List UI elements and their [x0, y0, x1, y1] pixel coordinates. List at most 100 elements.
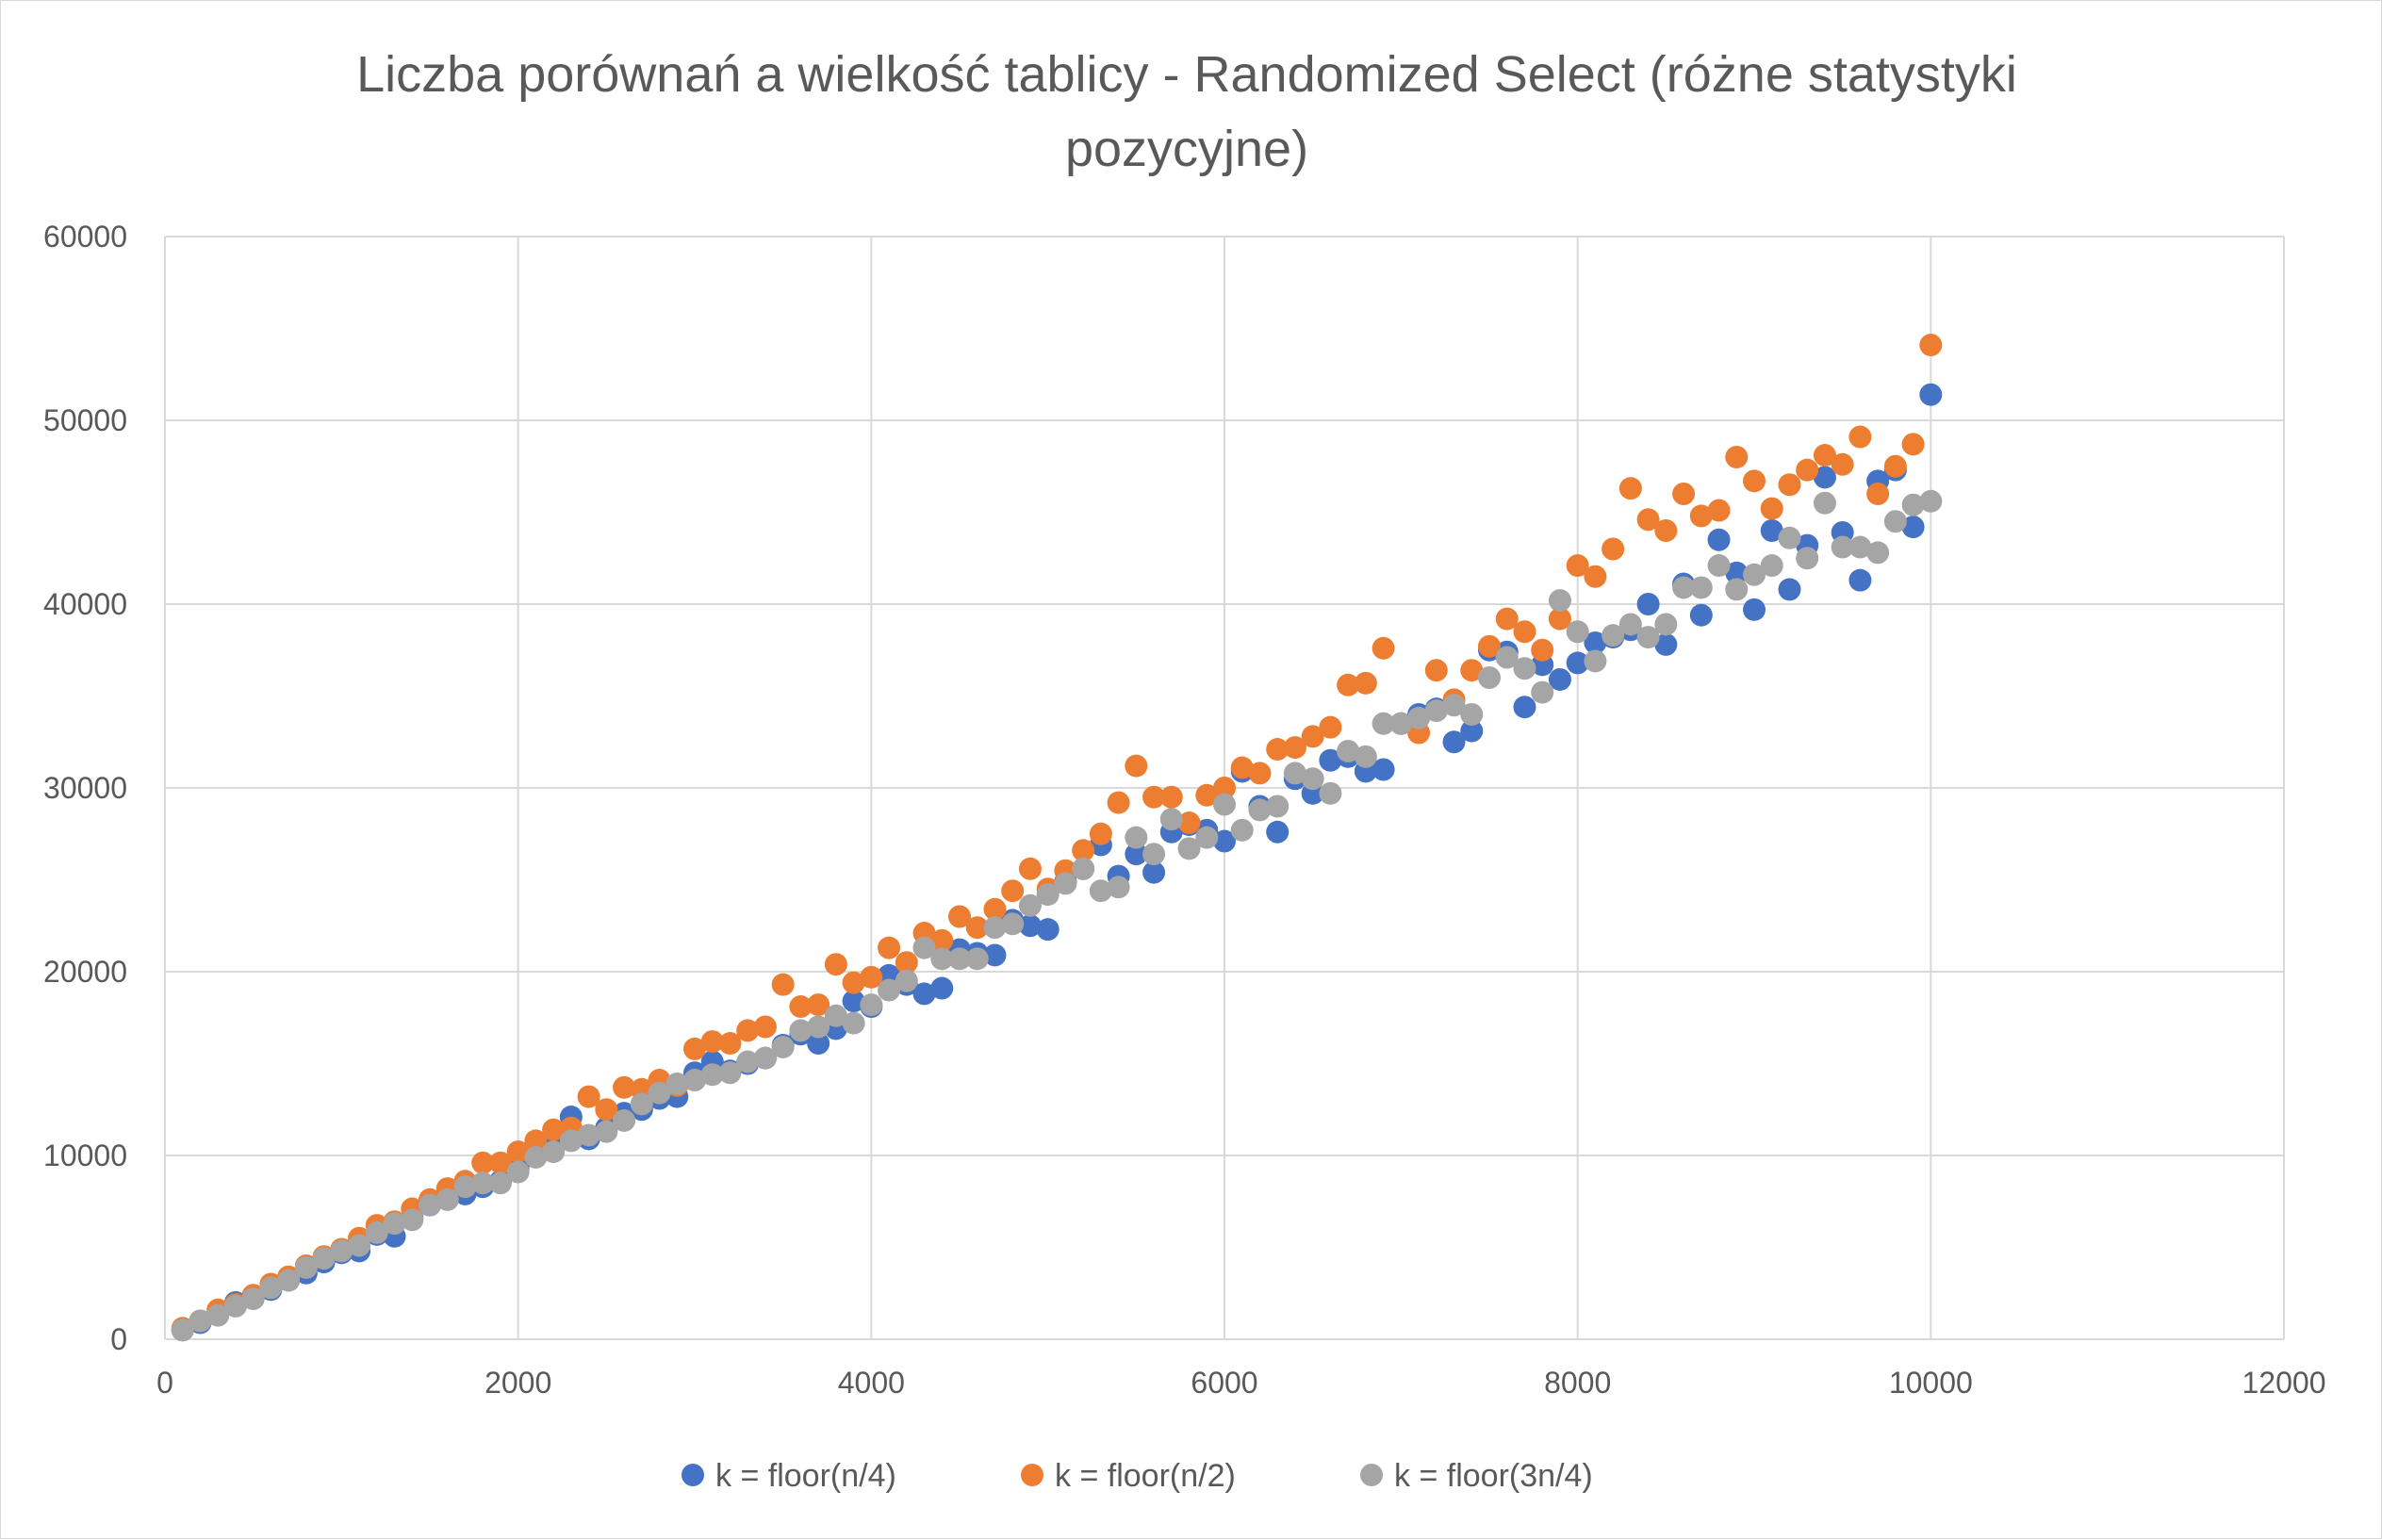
data-point: [878, 978, 901, 1002]
data-point: [1125, 843, 1148, 866]
data-point: [1566, 554, 1589, 578]
data-point: [1636, 626, 1660, 649]
data-point: [895, 951, 918, 975]
data-point: [1372, 758, 1395, 781]
data-point: [700, 1063, 724, 1087]
data-point: [1689, 603, 1713, 627]
data-point: [1866, 541, 1890, 565]
y-tick-label: 50000: [43, 403, 127, 437]
data-point: [613, 1075, 636, 1099]
data-point: [189, 1309, 212, 1333]
data-point: [1495, 607, 1519, 631]
legend-item-3[interactable]: k = floor(3n/4): [1360, 1458, 1593, 1494]
data-point: [1584, 631, 1607, 654]
data-point: [948, 947, 971, 971]
data-point: [542, 1118, 566, 1141]
data-point: [789, 1019, 813, 1042]
data-point: [983, 916, 1007, 940]
data-point: [1796, 547, 1819, 570]
data-point: [1089, 879, 1112, 903]
data-point: [1901, 433, 1925, 456]
data-point: [1266, 795, 1290, 818]
data-point: [1831, 452, 1854, 476]
data-point: [1424, 659, 1448, 682]
data-point: [453, 1175, 477, 1199]
data-point: [1195, 783, 1219, 807]
data-point: [1460, 659, 1484, 682]
data-point: [878, 936, 901, 959]
data-point: [1813, 466, 1836, 489]
data-point: [1159, 808, 1183, 831]
x-tick-label: 10000: [1889, 1366, 1973, 1400]
data-point: [1478, 634, 1501, 658]
data-point: [1089, 822, 1112, 845]
data-point: [1513, 696, 1536, 719]
data-point: [1778, 578, 1801, 601]
data-point: [1230, 818, 1254, 842]
data-point: [1513, 657, 1536, 680]
data-point: [1495, 646, 1519, 669]
data-point: [1195, 826, 1219, 849]
data-point: [506, 1160, 530, 1184]
data-point: [1778, 526, 1801, 549]
y-tick-label: 60000: [43, 220, 127, 254]
data-point: [1531, 680, 1554, 704]
data-point: [294, 1255, 318, 1279]
data-point: [1460, 703, 1484, 726]
data-point: [824, 1004, 847, 1027]
x-tick-label: 0: [156, 1366, 173, 1400]
data-point: [1389, 712, 1413, 735]
data-point: [435, 1188, 459, 1211]
data-point: [1778, 473, 1801, 497]
data-point: [1407, 706, 1431, 729]
gridlines: [164, 236, 2285, 1340]
data-point: [1372, 636, 1395, 660]
legend-item-2[interactable]: k = floor(n/2): [1021, 1458, 1236, 1494]
data-point: [1442, 694, 1466, 717]
data-point: [683, 1069, 706, 1092]
data-point: [488, 1151, 512, 1174]
data-point: [1230, 756, 1254, 779]
x-tick-label: 8000: [1544, 1366, 1611, 1400]
data-point: [1760, 497, 1783, 520]
data-point: [1602, 537, 1625, 561]
data-point: [965, 947, 989, 971]
data-point: [1919, 383, 1943, 406]
legend[interactable]: k = floor(n/4) k = floor(n/2) k = floor(3n…: [682, 1458, 1593, 1494]
data-point: [171, 1319, 194, 1342]
data-point: [1636, 593, 1660, 615]
data-point: [277, 1269, 301, 1292]
legend-item-1[interactable]: k = floor(n/4): [682, 1458, 896, 1494]
data-point: [559, 1129, 583, 1153]
data-point: [312, 1247, 336, 1270]
data-point: [1213, 793, 1236, 816]
data-point: [1177, 811, 1201, 835]
data-point: [1213, 777, 1236, 799]
data-point: [1319, 715, 1342, 739]
data-point: [223, 1294, 247, 1318]
data-point: [1213, 829, 1236, 853]
data-point: [1883, 510, 1907, 533]
data-point: [595, 1120, 618, 1143]
y-axis: 0 10000 20000 30000 40000 50000 60000: [43, 220, 127, 1356]
data-point: [1707, 528, 1731, 551]
data-point: [665, 1072, 689, 1095]
data-point: [930, 947, 954, 971]
data-point: [1743, 563, 1766, 586]
data-point: [1760, 519, 1783, 542]
data-point: [1036, 883, 1060, 907]
data-point: [771, 973, 795, 996]
data-point: [1354, 671, 1377, 695]
data-point: [1743, 469, 1766, 493]
data-point: [1584, 649, 1607, 673]
data-point: [1831, 535, 1854, 559]
data-point: [912, 982, 936, 1006]
data-point: [683, 1037, 706, 1060]
data-point: [807, 1032, 830, 1056]
data-point: [1813, 491, 1836, 515]
data-point: [1107, 876, 1130, 899]
data-point: [1707, 554, 1731, 578]
data-point: [1531, 638, 1554, 662]
data-point: [1319, 748, 1342, 772]
data-point: [1813, 444, 1836, 467]
